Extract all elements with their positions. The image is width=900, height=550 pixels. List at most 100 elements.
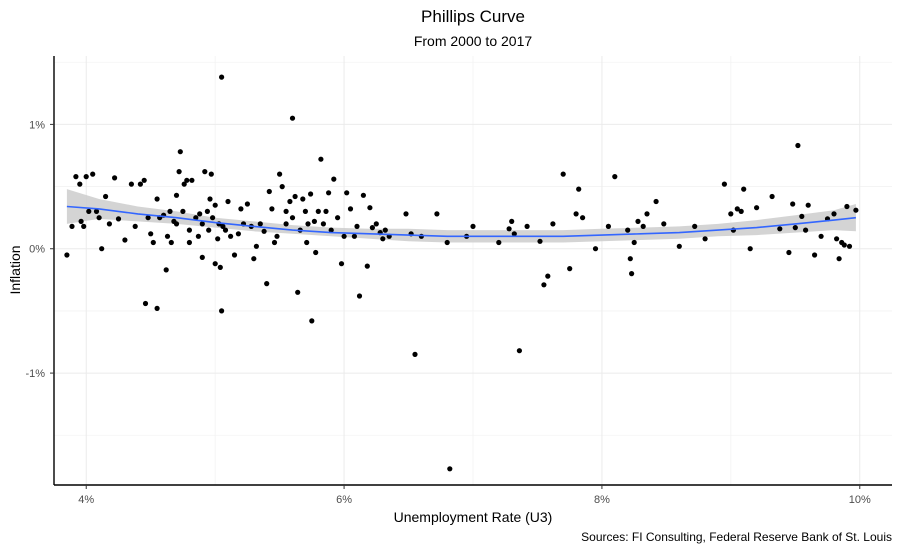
- data-point: [841, 242, 847, 248]
- data-point: [279, 184, 285, 190]
- data-point: [176, 169, 182, 175]
- data-point: [592, 246, 599, 252]
- data-point: [692, 223, 698, 229]
- data-point: [207, 196, 213, 202]
- data-point: [382, 227, 388, 233]
- data-point: [506, 226, 512, 232]
- data-point: [434, 211, 440, 217]
- data-point: [283, 208, 289, 214]
- smooth-trend: [66, 205, 856, 238]
- data-point: [283, 221, 289, 227]
- data-point: [373, 221, 379, 227]
- data-point: [653, 198, 659, 205]
- data-point: [344, 190, 350, 196]
- data-point: [180, 208, 186, 214]
- data-point: [186, 239, 192, 246]
- data-point: [93, 208, 100, 214]
- confidence-band: [66, 189, 856, 243]
- data-point: [167, 208, 173, 214]
- axes: [53, 56, 892, 486]
- data-point: [231, 252, 238, 258]
- data-point: [741, 186, 747, 192]
- chart-subtitle: From 2000 to 2017: [414, 33, 533, 49]
- data-point: [77, 181, 83, 187]
- data-point: [580, 215, 586, 221]
- data-point: [367, 205, 373, 211]
- data-point: [132, 223, 138, 229]
- data-point: [335, 215, 341, 221]
- data-point: [309, 318, 315, 324]
- data-point: [210, 215, 216, 221]
- data-point: [277, 171, 283, 177]
- data-point: [853, 207, 859, 213]
- data-point: [351, 233, 357, 239]
- data-point: [331, 176, 337, 182]
- data-point: [803, 227, 809, 233]
- data-point: [354, 223, 360, 229]
- y-tick-label: 1%: [29, 119, 45, 131]
- data-point: [799, 213, 805, 219]
- data-point: [81, 223, 87, 229]
- data-point: [164, 233, 171, 239]
- y-tick-label: 0%: [29, 244, 45, 256]
- data-point: [702, 236, 708, 242]
- data-point: [202, 169, 208, 175]
- data-point: [112, 175, 118, 181]
- data-point: [212, 202, 218, 208]
- data-point: [721, 181, 728, 187]
- data-points: [64, 74, 859, 472]
- data-point: [292, 193, 298, 200]
- data-point: [69, 223, 75, 229]
- data-point: [786, 249, 792, 256]
- data-point: [380, 236, 386, 242]
- data-point: [567, 266, 573, 272]
- data-point: [792, 225, 798, 231]
- data-point: [128, 181, 134, 187]
- data-point: [326, 190, 332, 196]
- data-point: [629, 271, 635, 277]
- data-point: [315, 208, 321, 214]
- data-point: [295, 289, 301, 295]
- data-point: [338, 261, 345, 267]
- data-point: [148, 231, 154, 237]
- gridlines: [54, 56, 892, 485]
- data-point: [269, 206, 275, 212]
- data-point: [217, 264, 223, 270]
- y-tick-label: -1%: [25, 368, 45, 380]
- data-point: [64, 252, 70, 258]
- data-point: [271, 239, 278, 246]
- data-point: [83, 174, 89, 180]
- data-point: [341, 233, 347, 239]
- data-point: [150, 239, 156, 246]
- data-point: [369, 225, 375, 231]
- data-point: [470, 223, 476, 229]
- data-point: [831, 211, 837, 217]
- data-point: [790, 201, 796, 207]
- data-point: [537, 238, 543, 244]
- data-point: [511, 231, 517, 237]
- data-point: [311, 218, 317, 224]
- data-point: [347, 206, 354, 212]
- data-point: [661, 221, 667, 227]
- data-point: [173, 192, 180, 198]
- data-point: [545, 273, 551, 279]
- data-point: [287, 198, 293, 205]
- data-point: [197, 211, 203, 217]
- data-point: [625, 227, 631, 233]
- data-point: [184, 177, 190, 183]
- data-point: [225, 198, 231, 205]
- data-point: [208, 171, 214, 177]
- data-point: [516, 348, 523, 354]
- data-point: [834, 236, 840, 242]
- data-point: [836, 256, 842, 262]
- data-point: [635, 218, 641, 224]
- data-point: [73, 174, 79, 180]
- data-point: [447, 466, 453, 472]
- data-point: [627, 256, 633, 262]
- data-point: [805, 202, 811, 208]
- x-tick-label: 10%: [849, 494, 871, 506]
- data-point: [206, 227, 212, 233]
- data-point: [795, 142, 801, 149]
- data-point: [86, 208, 92, 214]
- data-point: [364, 263, 370, 269]
